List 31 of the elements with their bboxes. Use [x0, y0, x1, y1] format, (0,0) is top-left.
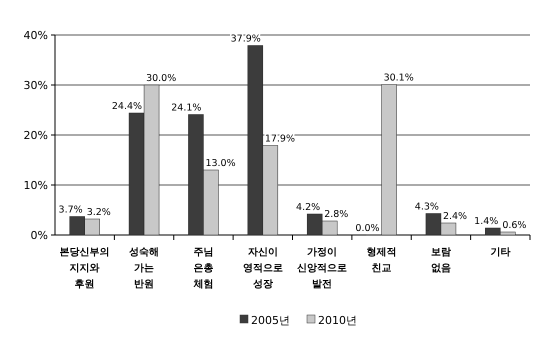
data-label: 4.3% [414, 202, 439, 212]
data-label: 0.0% [355, 223, 380, 234]
x-tick-label: 자신이 영적으로 성장 [242, 247, 283, 290]
data-label: 3.2% [86, 207, 111, 218]
x-tick-label: 주님 은총 체험 [192, 247, 214, 290]
data-label: 30.1% [384, 72, 414, 84]
legend-label: 2005년 [251, 314, 290, 327]
x-tick-label: 본당신부의 지지와 후원 [60, 247, 110, 290]
data-label: 17.9% [264, 134, 295, 144]
x-tick-label: 형제적 친교 [366, 247, 397, 274]
y-tick-label: 0% [30, 229, 48, 242]
x-tick-label: 가정이 신앙적으로 발전 [297, 247, 348, 290]
data-label: 2.8% [324, 209, 348, 220]
data-label: 37.9% [230, 34, 261, 44]
y-tick-label: 10% [24, 179, 48, 192]
data-label: 3.7% [58, 204, 83, 216]
y-tick-label: 20% [24, 129, 48, 142]
y-tick-label: 30% [24, 79, 48, 92]
data-label: 24.1% [171, 102, 202, 114]
x-tick-label: 성숙해 가는 반원 [129, 247, 160, 290]
data-label: 1.4% [474, 216, 498, 227]
x-tick-label: 기타 [490, 247, 510, 258]
x-tick-label: 보람 없음 [430, 247, 451, 274]
data-label: 4.2% [296, 202, 320, 213]
data-label: 0.6% [502, 220, 526, 231]
y-tick-label: 40% [24, 29, 48, 42]
data-label: 24.4% [112, 101, 142, 112]
data-label: 2.4% [442, 211, 468, 222]
data-label: 13.0% [205, 158, 236, 169]
legend-label: 2010년 [318, 314, 357, 327]
data-label: 30.0% [146, 73, 176, 84]
